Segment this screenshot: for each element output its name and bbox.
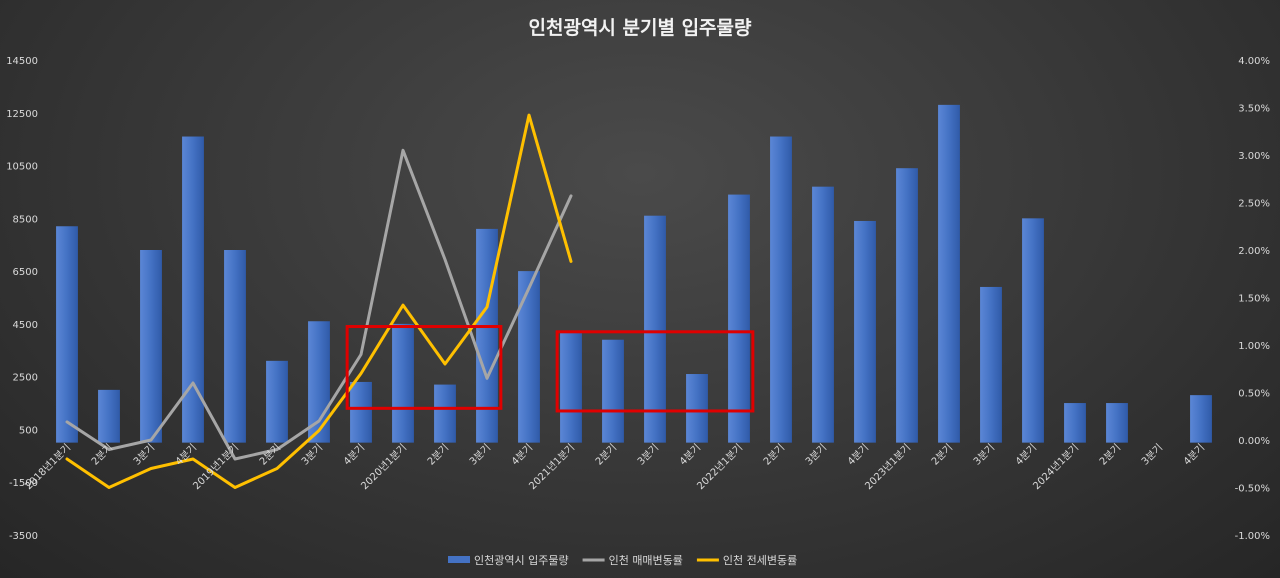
- right-axis-tick-label: 4.00%: [1238, 56, 1270, 67]
- annotations: [345, 325, 755, 413]
- bar: [1106, 403, 1128, 443]
- x-axis-tick-label: 4분기: [1013, 442, 1039, 468]
- x-axis-tick-label: 4분기: [509, 442, 535, 468]
- bar: [182, 136, 204, 443]
- bar: [266, 360, 288, 443]
- left-axis-tick-label: 12500: [6, 109, 38, 120]
- legend-label: 인천 매매변동률: [609, 553, 683, 567]
- x-axis-tick-label: 2분기: [929, 442, 955, 468]
- line-series: [65, 113, 573, 489]
- bar: [728, 194, 750, 443]
- bar: [224, 250, 246, 443]
- right-axis-tick-label: -0.50%: [1235, 484, 1270, 495]
- left-axis-tick-label: 2500: [13, 373, 38, 384]
- bar: [56, 226, 78, 443]
- bar: [938, 104, 960, 443]
- bar: [1064, 403, 1086, 443]
- x-axis-tick-label: 4분기: [173, 442, 199, 468]
- x-axis-tick-label: 4분기: [1181, 442, 1207, 468]
- x-axis-tick-label: 3분기: [635, 442, 661, 468]
- right-axis-tick-label: 3.00%: [1238, 151, 1270, 162]
- bar: [434, 384, 456, 443]
- right-axis-tick-label: -1.00%: [1235, 531, 1270, 542]
- right-axis: 4.00% 3.50% 3.00% 2.50% 2.00% 1.50% 1.00% 0.50%…: [1235, 56, 1270, 542]
- x-axis-tick-label: 2분기: [1097, 442, 1123, 468]
- series-line: [65, 113, 573, 489]
- bar: [980, 286, 1002, 443]
- left-axis: 14500 12500 10500 8500 6500 4500 2500 500 -1500 -…: [6, 56, 38, 542]
- right-axis-tick-label: 2.00%: [1238, 246, 1270, 257]
- x-axis-tick-label: 2018년1분기: [23, 442, 74, 493]
- right-axis-tick-label: 1.00%: [1238, 341, 1270, 352]
- legend-swatch: [448, 556, 470, 563]
- x-axis-tick-label: 4분기: [845, 442, 871, 468]
- bar: [686, 374, 708, 443]
- bar: [602, 339, 624, 443]
- x-axis-tick-label: 2분기: [425, 442, 451, 468]
- right-axis-tick-label: 2.50%: [1238, 199, 1270, 210]
- right-axis-tick-label: 3.50%: [1238, 104, 1270, 115]
- bar: [560, 331, 582, 443]
- bar: [854, 220, 876, 443]
- x-axis-tick-label: 4분기: [677, 442, 703, 468]
- x-axis-tick-label: 2분기: [593, 442, 619, 468]
- bar: [518, 271, 540, 443]
- bar: [770, 136, 792, 443]
- bar: [140, 250, 162, 443]
- legend-label: 인천광역시 입주물량: [474, 553, 569, 567]
- x-axis-tick-label: 2분기: [761, 442, 787, 468]
- left-axis-tick-label: -1500: [9, 478, 38, 489]
- bar: [350, 381, 372, 443]
- left-axis-tick-label: 10500: [6, 162, 38, 173]
- left-axis-tick-label: 4500: [13, 320, 38, 331]
- bar: [1022, 218, 1044, 443]
- left-axis-tick-label: 14500: [6, 56, 38, 67]
- right-axis-tick-label: 0.50%: [1238, 389, 1270, 400]
- left-axis-tick-label: 8500: [13, 214, 38, 225]
- x-axis-tick-label: 4분기: [341, 442, 367, 468]
- left-axis-tick-label: 6500: [13, 267, 38, 278]
- left-axis-tick-label: -3500: [9, 531, 38, 542]
- right-axis-tick-label: 1.50%: [1238, 294, 1270, 305]
- series-line: [65, 148, 573, 461]
- bar: [476, 228, 498, 443]
- bar: [1190, 395, 1212, 443]
- bar: [392, 323, 414, 443]
- x-axis-tick-label: 3분기: [131, 442, 157, 468]
- legend-label: 인천 전세변동률: [723, 553, 797, 567]
- annotation-rectangle: [555, 330, 755, 413]
- bar: [896, 168, 918, 443]
- chart-title: 인천광역시 분기별 입주물량: [529, 17, 753, 39]
- bar: [644, 215, 666, 443]
- x-axis-tick-label: 3분기: [1139, 442, 1165, 468]
- bar: [98, 389, 120, 443]
- right-axis-tick-label: 0.00%: [1238, 436, 1270, 447]
- x-axis-tick-label: 3분기: [803, 442, 829, 468]
- x-axis-tick-label: 3분기: [971, 442, 997, 468]
- legend: 인천광역시 입주물량 인천 매매변동률 인천 전세변동률: [448, 553, 797, 567]
- left-axis-tick-label: 500: [19, 425, 38, 436]
- annotation-rectangle: [345, 325, 503, 410]
- x-axis-tick-label: 3분기: [467, 442, 493, 468]
- bar-series: [56, 104, 1212, 443]
- bar: [812, 186, 834, 443]
